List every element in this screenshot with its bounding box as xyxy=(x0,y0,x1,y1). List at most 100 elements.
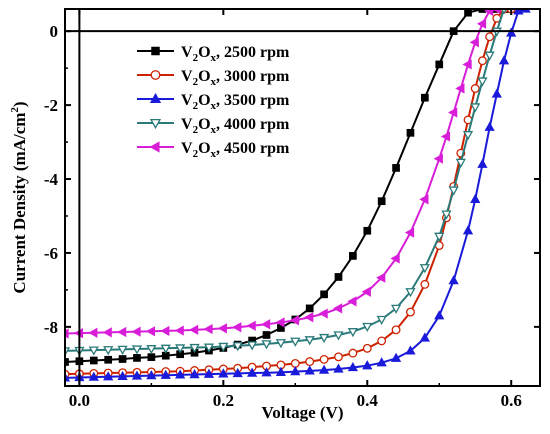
x-axis-title: Voltage (V) xyxy=(262,403,344,422)
series-5-point xyxy=(376,272,386,283)
series-3-point xyxy=(175,369,186,379)
legend-marker xyxy=(151,46,160,56)
series-4-point xyxy=(103,346,114,356)
legend-label-v: V xyxy=(181,140,193,157)
series-4-point xyxy=(405,288,416,298)
legend-label-rest: , 4000 rpm xyxy=(216,116,290,133)
series-3-point xyxy=(88,371,99,381)
series-4-point xyxy=(318,333,330,344)
series-3 xyxy=(65,9,531,382)
legend-entry-3: V2Ox, 3500 rpm xyxy=(137,92,290,112)
series-4-point xyxy=(441,210,452,220)
series-5-point xyxy=(203,323,213,335)
series-3-point xyxy=(318,364,330,374)
legend-label-sub2: x xyxy=(211,76,217,88)
series-4-point xyxy=(434,232,445,242)
series-4-point xyxy=(448,186,459,196)
series-3-point xyxy=(498,55,510,65)
series-4-point xyxy=(362,322,373,333)
legend-label: V2Ox, 4000 rpm xyxy=(181,116,290,136)
legend-label-rest: , 2500 rpm xyxy=(216,44,290,61)
series-3-point xyxy=(146,370,157,380)
y-tick-label: -8 xyxy=(44,318,58,337)
series-5-point xyxy=(469,37,479,48)
series-2-point xyxy=(348,348,358,358)
series-1-point xyxy=(104,355,113,364)
legend-label-v: V xyxy=(181,68,193,85)
series-4-point xyxy=(484,51,495,61)
series-5-point xyxy=(88,327,98,338)
series-layer xyxy=(65,9,531,382)
series-5-point xyxy=(404,227,415,238)
series-1-point xyxy=(147,353,156,362)
series-4-point xyxy=(146,345,157,355)
y-tick-label: 0 xyxy=(50,22,59,41)
series-5-point xyxy=(455,83,465,94)
zero-lines xyxy=(65,9,540,386)
legend-label-sub1: 2 xyxy=(193,124,199,136)
series-1-point xyxy=(464,9,472,17)
axis-ticks: 0.0 0.2 0.4 0.6 0 -2 -4 -6 -8 xyxy=(44,9,540,410)
series-3-point xyxy=(103,371,114,381)
series-3-point xyxy=(462,225,474,235)
x-tick-label: 0.2 xyxy=(213,391,234,410)
series-3-point xyxy=(333,363,344,373)
plot-frame xyxy=(64,8,541,387)
series-4-point xyxy=(203,343,215,353)
series-4-point xyxy=(376,315,387,326)
series-1-point xyxy=(118,355,127,363)
legend-label-o: O xyxy=(198,92,210,109)
series-5-point xyxy=(332,303,343,314)
series-3-point xyxy=(189,369,200,379)
series-4-point xyxy=(470,103,481,113)
series-4-point xyxy=(88,346,99,356)
series-4-point xyxy=(261,340,272,350)
series-3-point xyxy=(434,310,445,320)
series-5-point xyxy=(419,194,429,205)
legend-entry-1: V2Ox, 2500 rpm xyxy=(137,44,290,64)
legend-label-rest: , 3000 rpm xyxy=(216,68,290,85)
series-1-point xyxy=(334,273,343,281)
series-5-point xyxy=(174,325,184,336)
series-2-point xyxy=(377,336,387,346)
series-1-point xyxy=(377,197,386,206)
series-5-point xyxy=(462,59,472,70)
series-3-point xyxy=(261,367,272,377)
legend-label: V2Ox, 3000 rpm xyxy=(181,68,290,88)
legend-label-o: O xyxy=(198,44,210,61)
series-3-point xyxy=(405,345,416,355)
series-4-point xyxy=(477,77,488,87)
legend-entry-5: V2Ox, 4500 rpm xyxy=(137,140,290,160)
series-1-point xyxy=(65,358,69,366)
series-5-point xyxy=(145,326,156,337)
series-4-point xyxy=(247,341,258,351)
legend-label-o: O xyxy=(198,116,210,133)
series-2-point xyxy=(391,325,401,335)
x-tick-label: 0.6 xyxy=(501,391,522,410)
legend-label-sub1: 2 xyxy=(193,76,199,88)
series-1-point xyxy=(133,354,141,362)
series-4-point xyxy=(117,345,128,355)
series-4-point xyxy=(290,337,301,347)
legend-label-sub2: x xyxy=(211,100,217,112)
series-3-point xyxy=(290,366,301,376)
legend-label-rest: , 4500 rpm xyxy=(216,140,290,157)
y-tick-label: -6 xyxy=(44,244,58,263)
series-5-point xyxy=(304,312,314,323)
series-4 xyxy=(65,9,508,357)
series-4-point xyxy=(175,344,186,354)
series-1-point xyxy=(320,290,328,299)
y-tick-label: -2 xyxy=(44,96,58,115)
legend-label: V2Ox, 3500 rpm xyxy=(181,92,290,112)
series-1-point xyxy=(420,93,429,102)
series-4-point xyxy=(160,344,171,354)
series-3-point xyxy=(304,365,315,375)
legend-marker xyxy=(150,70,161,80)
series-2-point xyxy=(334,352,343,362)
series-3-point xyxy=(448,275,459,285)
series-3-point xyxy=(376,357,387,367)
series-2-point xyxy=(477,56,487,66)
series-4-point xyxy=(333,331,344,341)
series-3-point xyxy=(131,370,143,380)
